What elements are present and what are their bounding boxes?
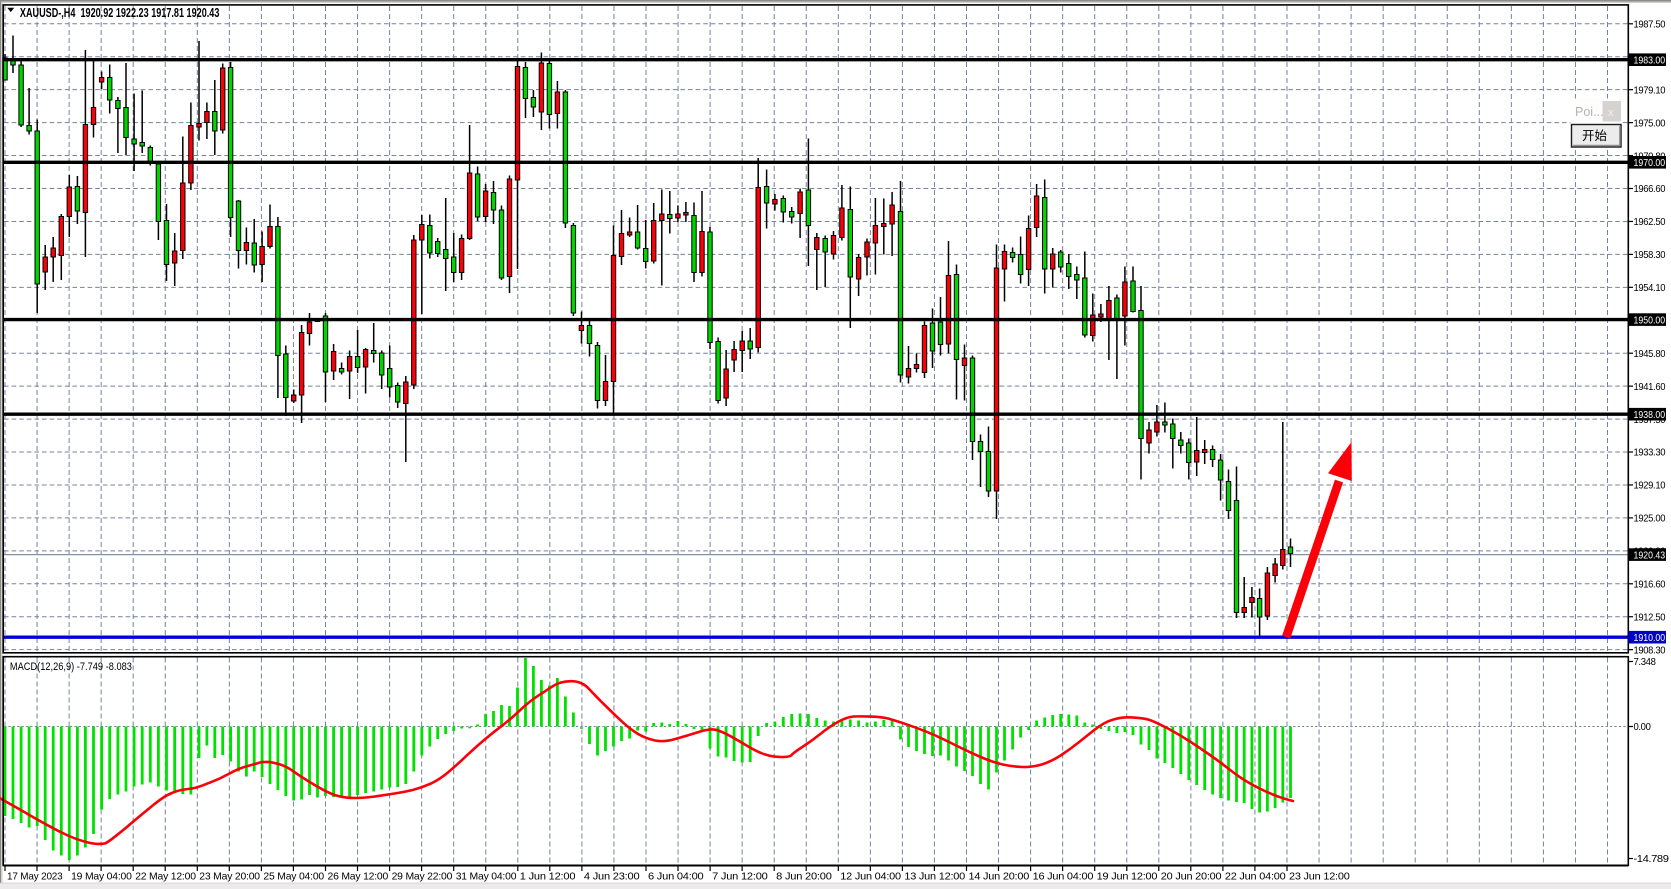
svg-text:1933.30: 1933.30 — [1634, 447, 1666, 459]
svg-text:1966.60: 1966.60 — [1634, 183, 1666, 195]
svg-text:6 Jun 04:00: 6 Jun 04:00 — [648, 871, 704, 883]
svg-text:23 Jun 12:00: 23 Jun 12:00 — [1289, 871, 1350, 883]
svg-text:1950.00: 1950.00 — [1634, 314, 1666, 326]
svg-text:7 Jun 12:00: 7 Jun 12:00 — [712, 871, 768, 883]
svg-text:1970.00: 1970.00 — [1634, 157, 1666, 169]
svg-text:19 May 04:00: 19 May 04:00 — [71, 871, 132, 883]
svg-text:1987.50: 1987.50 — [1634, 19, 1666, 31]
svg-text:1912.50: 1912.50 — [1634, 611, 1666, 623]
svg-text:1929.10: 1929.10 — [1634, 480, 1666, 492]
svg-text:1941.60: 1941.60 — [1634, 381, 1666, 393]
svg-text:1920.43: 1920.43 — [1634, 549, 1666, 561]
svg-text:4 Jun 23:00: 4 Jun 23:00 — [584, 871, 640, 883]
svg-text:1910.00: 1910.00 — [1634, 632, 1666, 644]
svg-text:1916.60: 1916.60 — [1634, 578, 1666, 590]
svg-text:31 May 04:00: 31 May 04:00 — [456, 871, 517, 883]
svg-text:14 Jun 20:00: 14 Jun 20:00 — [969, 871, 1030, 883]
svg-text:Poi...: Poi... — [1575, 105, 1604, 119]
svg-text:16 Jun 04:00: 16 Jun 04:00 — [1033, 871, 1094, 883]
svg-text:1958.30: 1958.30 — [1634, 249, 1666, 261]
svg-text:8 Jun 20:00: 8 Jun 20:00 — [776, 871, 832, 883]
svg-text:MACD(12,26,9) -7.749 -8.083: MACD(12,26,9) -7.749 -8.083 — [10, 661, 132, 673]
svg-text:17 May 2023: 17 May 2023 — [7, 871, 63, 883]
svg-text:1 Jun 12:00: 1 Jun 12:00 — [520, 871, 576, 883]
svg-text:29 May 22:00: 29 May 22:00 — [392, 871, 453, 883]
svg-text:开始: 开始 — [1582, 129, 1608, 143]
svg-text:XAUUSD-,H4 1920.92 1922.23 19: XAUUSD-,H4 1920.92 1922.23 1917.81 1920.… — [20, 5, 220, 20]
svg-text:1945.80: 1945.80 — [1634, 348, 1666, 360]
svg-text:1954.10: 1954.10 — [1634, 282, 1666, 294]
svg-text:x: x — [1608, 107, 1614, 119]
svg-text:1975.00: 1975.00 — [1634, 117, 1666, 129]
svg-text:7.348: 7.348 — [1634, 656, 1657, 668]
svg-text:13 Jun 12:00: 13 Jun 12:00 — [904, 871, 965, 883]
svg-text:1938.00: 1938.00 — [1634, 409, 1666, 421]
svg-text:19 Jun 12:00: 19 Jun 12:00 — [1097, 871, 1158, 883]
svg-text:22 May 12:00: 22 May 12:00 — [135, 871, 196, 883]
svg-text:1979.10: 1979.10 — [1634, 84, 1666, 96]
svg-text:26 May 12:00: 26 May 12:00 — [328, 871, 389, 883]
svg-text:20 Jun 20:00: 20 Jun 20:00 — [1161, 871, 1222, 883]
svg-text:22 Jun 04:00: 22 Jun 04:00 — [1225, 871, 1286, 883]
svg-text:1983.00: 1983.00 — [1634, 55, 1666, 67]
svg-text:12 Jun 04:00: 12 Jun 04:00 — [840, 871, 901, 883]
svg-text:23 May 20:00: 23 May 20:00 — [199, 871, 260, 883]
svg-text:1962.50: 1962.50 — [1634, 216, 1666, 228]
svg-text:25 May 04:00: 25 May 04:00 — [263, 871, 324, 883]
svg-text:-14.789: -14.789 — [1634, 853, 1670, 865]
svg-text:1925.00: 1925.00 — [1634, 513, 1666, 525]
svg-text:0.00: 0.00 — [1634, 721, 1651, 733]
svg-text:1908.30: 1908.30 — [1634, 644, 1666, 656]
